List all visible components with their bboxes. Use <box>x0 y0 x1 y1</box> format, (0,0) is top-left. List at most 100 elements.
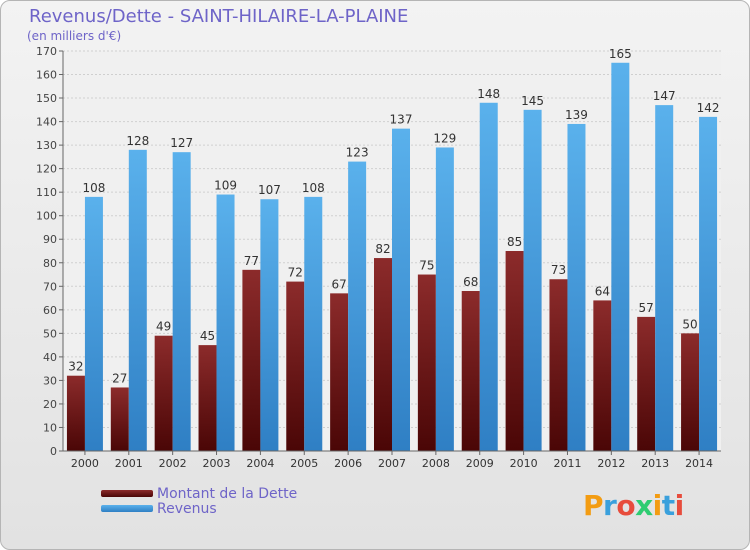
data-label-dette: 32 <box>68 360 83 374</box>
legend-label-debt: Montant de la Dette <box>157 486 298 502</box>
data-label-dette: 49 <box>156 320 171 334</box>
bar-revenus <box>392 128 410 451</box>
bar-dette <box>461 291 480 451</box>
x-tick-label: 2002 <box>159 457 187 470</box>
bar-revenus <box>699 116 718 451</box>
y-tick-label: 60 <box>43 304 57 317</box>
x-tick-label: 2006 <box>334 457 362 470</box>
logo-letter: P <box>583 489 604 522</box>
chart-title: Revenus/Dette - SAINT-HILAIRE-LA-PLAINE <box>29 6 409 27</box>
data-label-dette: 72 <box>288 266 303 280</box>
x-tick-label: 2010 <box>510 457 538 470</box>
bar-dette <box>242 269 261 451</box>
y-tick-label: 20 <box>43 398 57 411</box>
x-tick-label: 2008 <box>422 457 450 470</box>
data-label-revenus: 108 <box>82 181 105 195</box>
y-tick-label: 70 <box>43 280 57 293</box>
logo-letter: i <box>652 489 663 522</box>
bar-revenus <box>567 123 586 452</box>
y-tick-label: 40 <box>43 351 57 364</box>
y-tick-label: 110 <box>36 186 57 199</box>
data-label-dette: 85 <box>507 235 522 249</box>
bar-dette <box>198 345 217 451</box>
data-label-dette: 57 <box>639 301 654 315</box>
logo-letter: x <box>635 489 653 522</box>
logo-letter: o <box>616 489 636 522</box>
x-tick-label: 2007 <box>378 457 406 470</box>
chart-subtitle: (en milliers d'€) <box>27 29 122 43</box>
bar-dette <box>154 335 173 451</box>
bar-dette <box>549 279 568 451</box>
data-label-revenus: 108 <box>302 181 325 195</box>
y-tick-label: 100 <box>36 210 57 223</box>
data-label-revenus: 147 <box>653 89 676 103</box>
data-label-dette: 68 <box>463 275 478 289</box>
bar-revenus <box>348 161 367 451</box>
data-label-dette: 82 <box>375 242 390 256</box>
bar-dette <box>374 258 392 451</box>
y-tick-label: 80 <box>43 257 57 270</box>
y-tick-label: 90 <box>43 233 57 246</box>
x-tick-label: 2013 <box>641 457 669 470</box>
x-tick-label: 2012 <box>597 457 625 470</box>
data-label-revenus: 129 <box>433 131 456 145</box>
data-label-revenus: 142 <box>697 101 720 115</box>
bar-dette <box>110 387 129 451</box>
x-tick-label: 2005 <box>290 457 318 470</box>
y-tick-label: 160 <box>36 69 57 82</box>
bar-revenus <box>479 102 498 451</box>
bar-revenus <box>523 109 542 451</box>
data-label-revenus: 145 <box>521 94 544 108</box>
bar-dette <box>681 333 700 451</box>
logo-letter: t <box>661 489 675 522</box>
y-tick-label: 170 <box>36 45 57 58</box>
y-tick-label: 150 <box>36 92 57 105</box>
data-label-revenus: 123 <box>346 146 369 160</box>
data-label-revenus: 127 <box>170 136 193 150</box>
data-label-revenus: 165 <box>609 47 632 61</box>
bar-revenus <box>84 196 103 451</box>
bar-revenus <box>172 152 191 452</box>
data-label-dette: 27 <box>112 371 127 385</box>
y-tick-label: 30 <box>43 374 57 387</box>
y-tick-label: 140 <box>36 116 57 129</box>
logo-letter: i <box>674 489 685 522</box>
data-label-revenus: 139 <box>565 108 588 122</box>
bar-revenus <box>216 194 235 451</box>
bar-dette <box>637 316 656 451</box>
x-tick-label: 2003 <box>203 457 231 470</box>
data-label-revenus: 109 <box>214 179 237 193</box>
data-label-dette: 75 <box>419 259 434 273</box>
proxiti-logo: Proxiti <box>583 489 684 522</box>
y-tick-label: 130 <box>36 139 57 152</box>
bar-revenus <box>435 147 454 451</box>
bar-dette <box>505 251 524 451</box>
x-tick-label: 2000 <box>71 457 99 470</box>
data-label-revenus: 137 <box>390 113 413 127</box>
data-label-dette: 50 <box>682 317 697 331</box>
legend-label-revenus: Revenus <box>157 501 217 517</box>
bar-revenus <box>611 62 630 451</box>
data-label-dette: 64 <box>595 284 610 298</box>
data-label-dette: 67 <box>331 277 346 291</box>
x-tick-label: 2004 <box>246 457 274 470</box>
y-tick-label: 50 <box>43 327 57 340</box>
x-tick-label: 2014 <box>685 457 713 470</box>
data-label-dette: 73 <box>551 263 566 277</box>
bar-dette <box>417 274 436 451</box>
bar-dette <box>593 300 612 451</box>
bar-revenus <box>128 149 147 451</box>
data-label-revenus: 148 <box>477 87 500 101</box>
bar-dette <box>330 293 349 451</box>
y-tick-label: 120 <box>36 163 57 176</box>
x-tick-label: 2011 <box>553 457 581 470</box>
y-tick-label: 0 <box>50 445 57 458</box>
legend-swatch-debt <box>101 490 153 497</box>
bar-revenus <box>260 199 279 451</box>
bar-revenus <box>304 196 323 451</box>
y-tick-label: 10 <box>43 421 57 434</box>
data-label-revenus: 128 <box>126 134 149 148</box>
bar-dette <box>66 375 85 451</box>
